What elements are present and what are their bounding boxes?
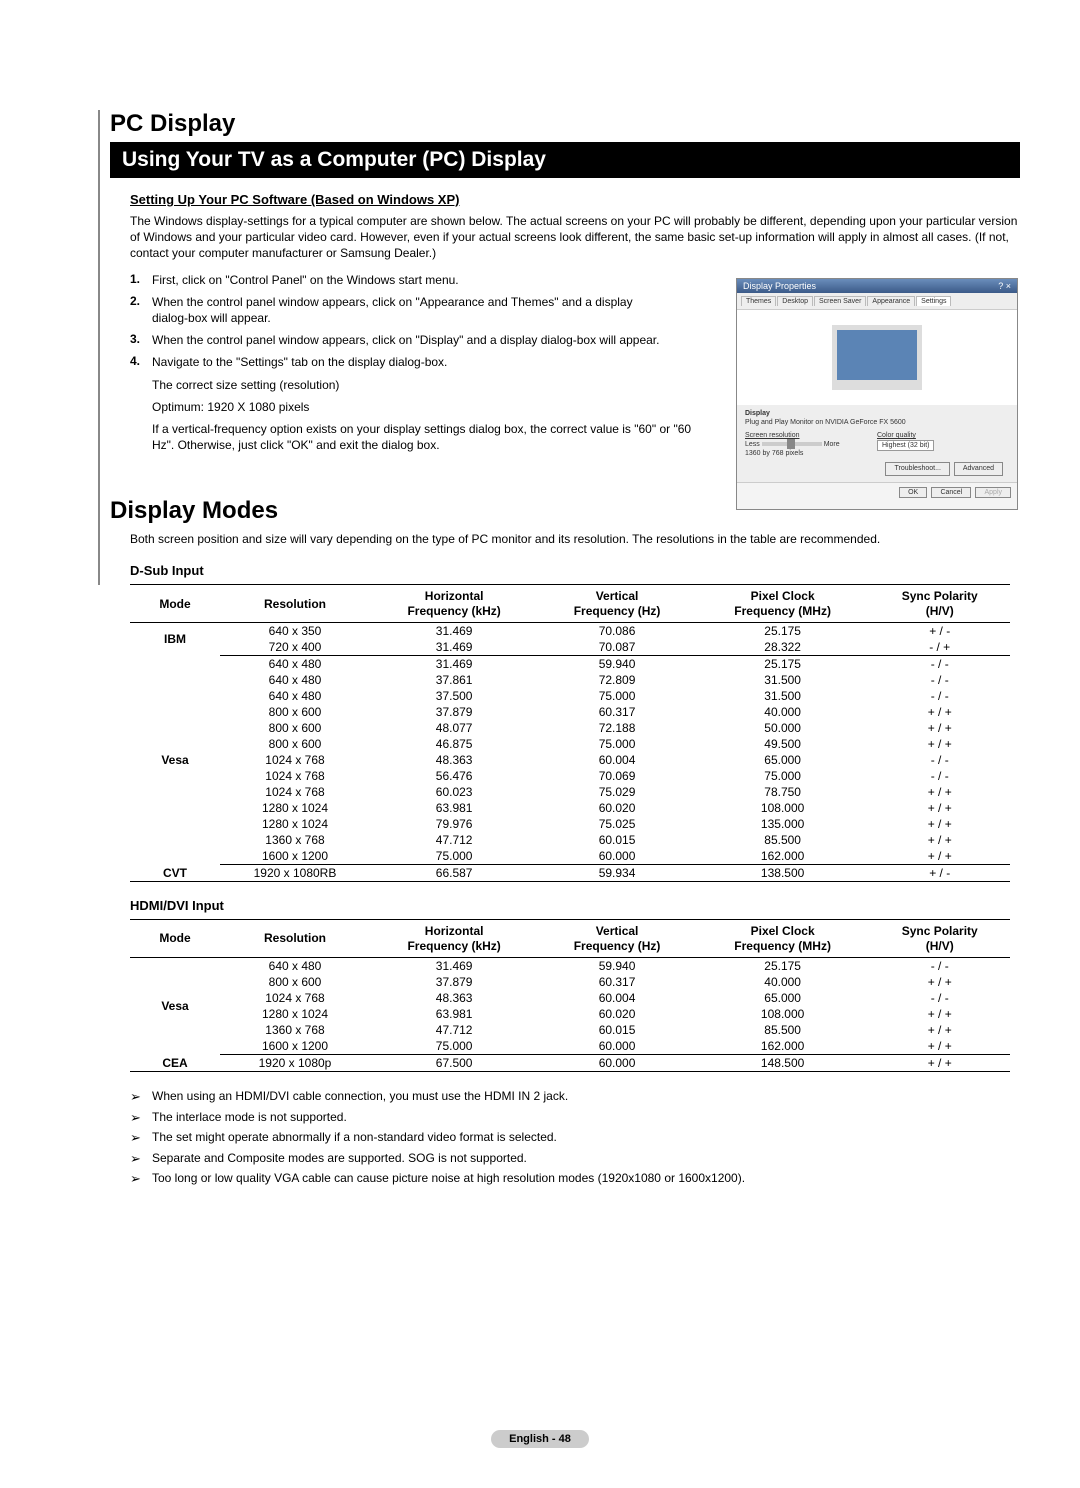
step-text: First, click on "Control Panel" on the W… — [152, 272, 670, 288]
resolution-label: Screen resolution — [745, 431, 877, 440]
cancel-button: Cancel — [931, 487, 971, 498]
dsub-label: D-Sub Input — [130, 563, 1020, 578]
setup-heading: Setting Up Your PC Software (Based on Wi… — [130, 192, 1020, 207]
troubleshoot-button: Troubleshoot... — [885, 462, 949, 475]
note-icon: ➢ — [130, 1150, 152, 1168]
display-modes-intro: Both screen position and size will vary … — [130, 531, 1020, 547]
step-text: Navigate to the "Settings" tab on the di… — [152, 354, 670, 370]
note-icon: ➢ — [130, 1088, 152, 1106]
monitor-icon — [832, 325, 922, 390]
step-number: 4. — [130, 354, 152, 368]
side-rule-2 — [98, 545, 100, 585]
note-icon: ➢ — [130, 1129, 152, 1147]
hdmi-label: HDMI/DVI Input — [130, 898, 1020, 913]
section-title: PC Display — [110, 110, 1020, 138]
dsub-table: ModeResolutionHorizontalFrequency (kHz)V… — [130, 584, 1010, 882]
display-properties-illustration: Display Properties ? × ThemesDesktopScre… — [736, 278, 1018, 510]
display-value: Plug and Play Monitor on NVIDIA GeForce … — [745, 418, 1009, 427]
note-text: The set might operate abnormally if a no… — [152, 1129, 557, 1147]
hdmi-table: ModeResolutionHorizontalFrequency (kHz)V… — [130, 919, 1010, 1072]
dialog-close-icon: ? × — [998, 281, 1011, 291]
note-text: Too long or low quality VGA cable can ca… — [152, 1170, 745, 1188]
step-text: When the control panel window appears, c… — [152, 332, 670, 348]
note-text: Separate and Composite modes are support… — [152, 1150, 527, 1168]
main-heading: Using Your TV as a Computer (PC) Display — [110, 142, 1020, 178]
side-rule — [98, 110, 100, 560]
page-footer: English - 48 — [0, 1430, 1080, 1448]
advanced-button: Advanced — [954, 462, 1003, 475]
note-icon: ➢ — [130, 1170, 152, 1188]
ok-button: OK — [899, 487, 927, 498]
notes-list: ➢When using an HDMI/DVI cable connection… — [130, 1088, 1020, 1188]
display-label: Display — [745, 409, 1009, 418]
quality-label: Color quality — [877, 431, 1009, 440]
note-text: The interlace mode is not supported. — [152, 1109, 347, 1127]
note-icon: ➢ — [130, 1109, 152, 1127]
resolution-value: 1360 by 768 pixels — [745, 449, 877, 458]
step-number: 3. — [130, 332, 152, 346]
dialog-title: Display Properties — [743, 281, 816, 291]
step-text: When the control panel window appears, c… — [152, 294, 670, 326]
footer-badge: English - 48 — [491, 1430, 589, 1448]
intro-paragraph: The Windows display-settings for a typic… — [130, 213, 1020, 262]
note-text: When using an HDMI/DVI cable connection,… — [152, 1088, 568, 1106]
step-number: 2. — [130, 294, 152, 308]
step-number: 1. — [130, 272, 152, 286]
dialog-tabs: ThemesDesktopScreen SaverAppearanceSetti… — [737, 293, 1017, 310]
quality-dropdown: Highest (32 bit) — [877, 440, 934, 451]
apply-button: Apply — [975, 487, 1011, 498]
